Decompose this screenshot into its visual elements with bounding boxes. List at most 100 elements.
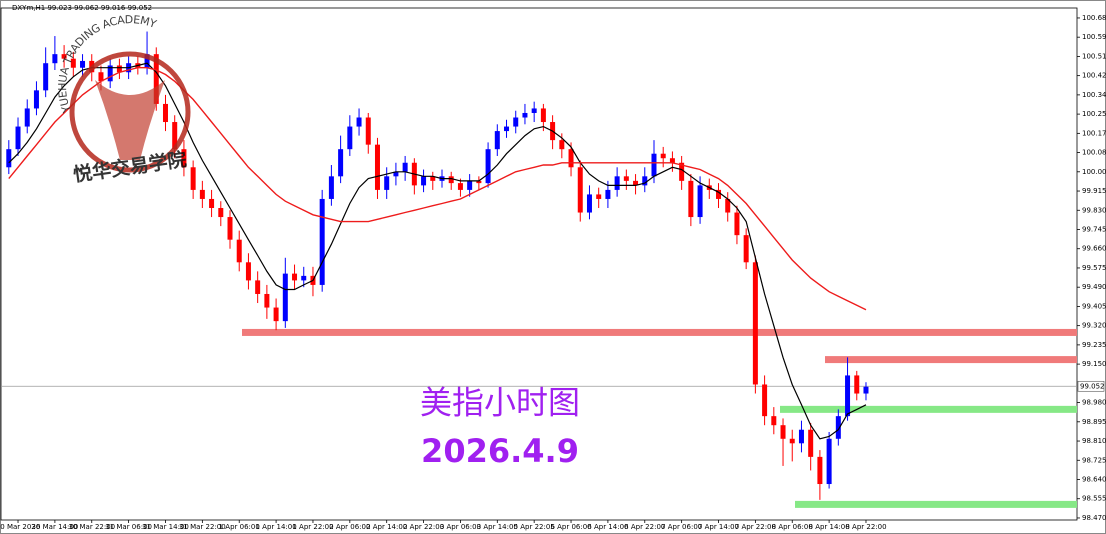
candle-body — [153, 54, 159, 104]
candle-body — [586, 194, 592, 213]
candle-body — [513, 117, 519, 127]
candle-body — [33, 90, 39, 109]
candle-body — [476, 180, 482, 184]
y-tick-label: 99.830 — [1082, 206, 1106, 214]
candle-body — [457, 183, 463, 190]
x-tick-label: 8 Apr 22:00 — [845, 523, 886, 531]
x-tick-label: 5 Apr 22:05 — [514, 523, 555, 531]
candle-body — [273, 307, 279, 322]
x-tick-label: 2 Apr 14:00 — [366, 523, 407, 531]
candle-body — [716, 189, 722, 199]
candle-body — [651, 153, 657, 177]
candle-body — [614, 176, 620, 190]
candle-body — [162, 103, 168, 123]
candle-body — [255, 280, 261, 294]
candle-body — [623, 176, 629, 181]
candle-body — [725, 198, 731, 213]
candle-body — [245, 262, 251, 281]
annotation: 美指小时图 — [420, 384, 580, 422]
y-tick-label: 99.490 — [1082, 283, 1106, 291]
level-band — [825, 356, 1077, 364]
x-tick-label: 30 Mar 22:00 — [68, 523, 115, 531]
candle-body — [199, 189, 205, 199]
x-tick-label: 6 Apr 22:00 — [624, 523, 665, 531]
candle-body — [448, 176, 454, 184]
y-tick-label: 98.725 — [1082, 456, 1106, 464]
y-tick-label: 98.980 — [1082, 399, 1106, 407]
candle-body — [282, 273, 288, 322]
last-price-box — [1077, 380, 1105, 392]
y-tick-label: 100.085 — [1082, 149, 1106, 157]
candle-body — [52, 54, 58, 64]
y-tick-label: 99.150 — [1082, 360, 1106, 368]
x-tick-label: 8 Apr 06:00 — [772, 523, 813, 531]
y-tick-label: 98.895 — [1082, 418, 1106, 426]
candle-body — [660, 153, 666, 159]
candle-body — [172, 122, 178, 150]
y-tick-label: 100.170 — [1082, 129, 1106, 137]
candle-body — [70, 58, 76, 68]
candle-body — [190, 167, 196, 190]
y-tick-label: 100.340 — [1082, 91, 1106, 99]
y-tick-label: 100.680 — [1082, 14, 1106, 22]
candle-body — [743, 235, 749, 263]
x-tick-label: 6 Apr 14:00 — [587, 523, 628, 531]
y-tick-label: 98.470 — [1082, 514, 1106, 522]
candle-body — [328, 176, 334, 199]
y-tick-label: 100.595 — [1082, 33, 1106, 41]
y-tick-label: 98.640 — [1082, 476, 1106, 484]
date-note: 2026.4.9 — [421, 432, 579, 470]
candle-body — [144, 54, 150, 68]
candle-body — [347, 126, 353, 150]
x-tick-label: 31 Mar 22:00 — [179, 523, 226, 531]
candle-body — [540, 108, 546, 123]
x-tick-label: 31 Mar 14:00 — [142, 523, 189, 531]
candle-body — [494, 131, 500, 150]
moving-average — [8, 62, 867, 440]
y-tick-label: 98.555 — [1082, 495, 1106, 503]
candle-body — [338, 149, 344, 177]
x-tick-label: 31 Mar 06:00 — [105, 523, 152, 531]
candle-body — [771, 416, 777, 426]
level-band — [242, 328, 1077, 336]
candle-body — [402, 162, 408, 172]
candle-body — [504, 126, 510, 132]
x-tick-label: 1 Apr 22:00 — [292, 523, 333, 531]
y-tick-label: 100.425 — [1082, 72, 1106, 80]
candle-body — [845, 375, 851, 417]
y-tick-label: 99.320 — [1082, 322, 1106, 330]
logo-shape — [95, 80, 165, 160]
y-tick-label: 99.660 — [1082, 245, 1106, 253]
candle-body — [356, 117, 362, 127]
x-tick-label: 1 Apr 06:00 — [219, 523, 260, 531]
x-tick-label: 8 Apr 14:00 — [809, 523, 850, 531]
candle-body — [365, 117, 371, 145]
candle-body — [107, 65, 113, 82]
x-tick-label: 3 Apr 14:00 — [477, 523, 518, 531]
candle-body — [522, 112, 528, 118]
y-tick-label: 98.810 — [1082, 437, 1106, 445]
candle-body — [780, 425, 786, 439]
candle-body — [98, 72, 104, 82]
candle-body — [798, 429, 804, 444]
x-tick-label: 2 Apr 06:00 — [329, 523, 370, 531]
candle-body — [227, 217, 233, 240]
candle-body — [669, 158, 675, 163]
candle-body — [817, 456, 823, 485]
y-tick-label: 100.510 — [1082, 52, 1106, 60]
candle-body — [236, 239, 242, 263]
candle-body — [605, 189, 611, 199]
plot-area — [0, 7, 1078, 521]
candle-body — [24, 108, 30, 127]
candle-body — [642, 176, 648, 186]
y-tick-label: 100.000 — [1082, 168, 1106, 176]
candle-body — [531, 108, 537, 113]
candle-body — [808, 429, 814, 457]
candle-body — [752, 262, 758, 385]
candle-body — [762, 384, 768, 417]
candle-body — [633, 180, 639, 186]
x-tick-label: 2 Apr 22:00 — [403, 523, 444, 531]
x-tick-label: 7 Apr 14:00 — [698, 523, 739, 531]
